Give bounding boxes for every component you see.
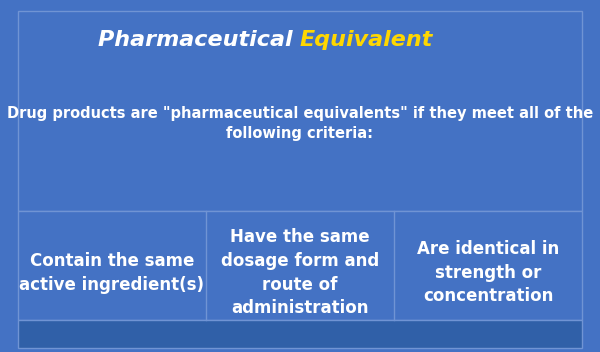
Bar bbox=[18, 11, 582, 211]
Text: Have the same
dosage form and
route of
administration: Have the same dosage form and route of a… bbox=[221, 228, 379, 317]
Text: Pharmaceutical: Pharmaceutical bbox=[98, 31, 300, 50]
Bar bbox=[18, 211, 582, 320]
Text: Equivalent: Equivalent bbox=[300, 31, 433, 50]
Text: Contain the same
active ingredient(s): Contain the same active ingredient(s) bbox=[19, 252, 205, 294]
Text: Are identical in
strength or
concentration: Are identical in strength or concentrati… bbox=[417, 240, 559, 306]
Bar bbox=[18, 320, 582, 348]
Text: Drug products are "pharmaceutical equivalents" if they meet all of the
following: Drug products are "pharmaceutical equiva… bbox=[7, 106, 593, 140]
